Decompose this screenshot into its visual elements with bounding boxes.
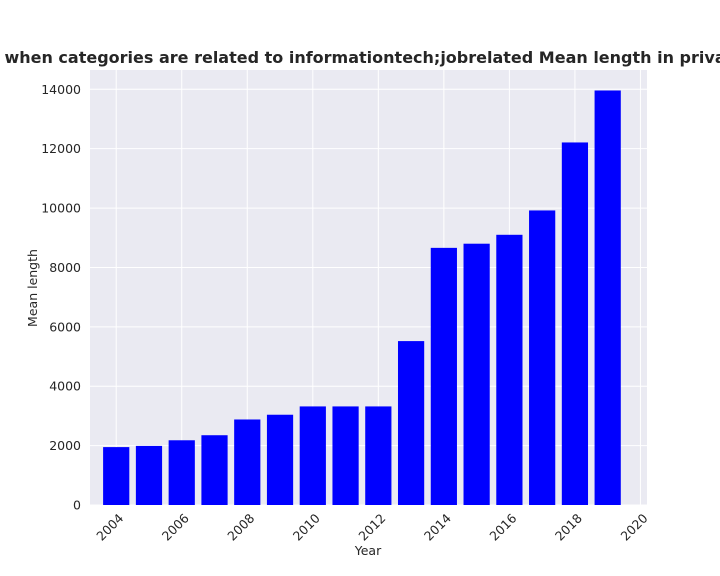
x-tick-label: 2014 <box>421 510 454 543</box>
x-tick-label: 2006 <box>159 510 192 543</box>
bar-2006 <box>168 440 195 505</box>
y-tick-label: 2000 <box>49 438 81 453</box>
bar-2016 <box>496 234 523 505</box>
bar-2011 <box>332 406 359 505</box>
x-tick-label: 2004 <box>93 510 126 543</box>
bar-2015 <box>463 243 490 506</box>
bar-2012 <box>365 406 392 505</box>
chart-title: Number of words when categories are rela… <box>0 48 720 67</box>
bar-2005 <box>135 445 163 505</box>
y-tick-label: 14000 <box>41 82 81 97</box>
x-tick-label: 2016 <box>486 510 519 543</box>
x-axis-label: Year <box>354 543 382 558</box>
bar-2010 <box>299 406 326 505</box>
bar-2017 <box>529 210 556 506</box>
x-tick-label: 2012 <box>355 511 388 544</box>
bar-2008 <box>234 419 261 505</box>
bars <box>103 90 621 506</box>
bar-2004 <box>103 447 130 505</box>
y-tick-label: 10000 <box>41 201 81 216</box>
x-tick-label: 2020 <box>617 510 650 543</box>
bar-2014 <box>430 247 457 506</box>
y-tick-label: 12000 <box>41 141 81 156</box>
x-tick-label: 2010 <box>290 510 323 543</box>
y-tick-label: 4000 <box>49 379 81 394</box>
bar-2019 <box>594 90 621 506</box>
y-tick-label: 6000 <box>49 319 81 334</box>
bar-2007 <box>201 435 228 505</box>
x-tick-labels: 2004 2006 2008 2010 2012 2014 2016 2018 2020 <box>93 510 650 543</box>
bar-2018 <box>561 142 589 506</box>
x-tick-label: 2018 <box>552 510 585 543</box>
x-tick-label: 2008 <box>224 510 257 543</box>
y-axis-label: Mean length <box>25 249 40 327</box>
bar-2009 <box>266 414 294 505</box>
y-tick-label: 0 <box>73 498 81 513</box>
bar-2013 <box>397 341 425 505</box>
y-tick-label: 8000 <box>49 260 81 275</box>
y-tick-labels: 0 2000 4000 6000 8000 10000 12000 14000 <box>41 82 81 513</box>
